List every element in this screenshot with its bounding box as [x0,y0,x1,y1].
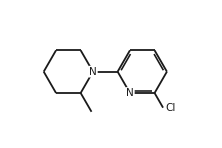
Text: N: N [89,67,97,77]
Text: N: N [126,88,134,98]
Text: Cl: Cl [165,103,176,113]
